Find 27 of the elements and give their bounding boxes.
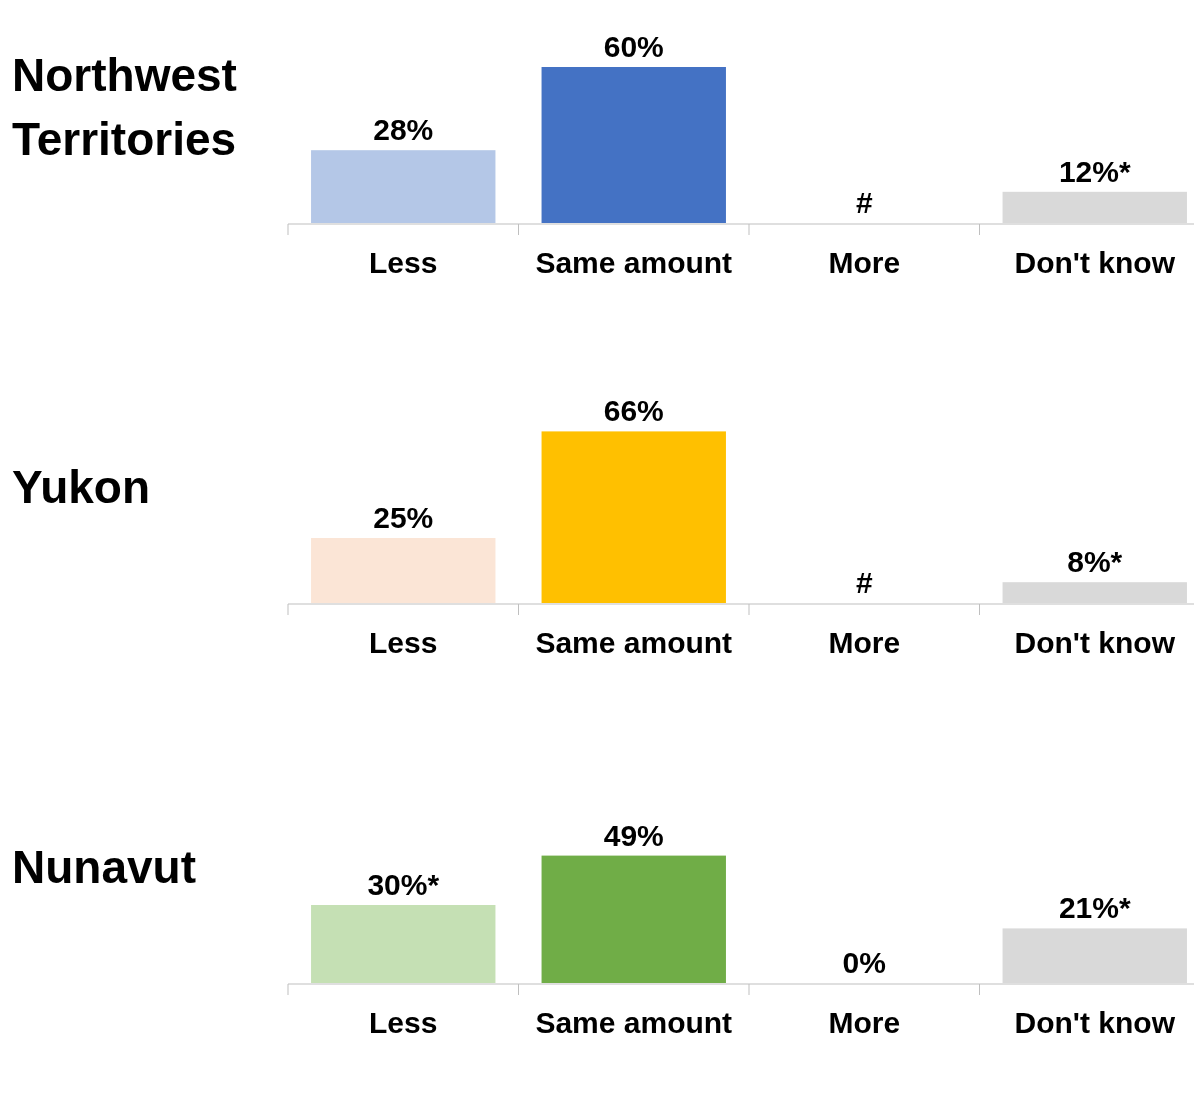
x-tick-label: More — [828, 1006, 901, 1039]
data-label: 12%* — [1058, 154, 1131, 188]
data-label: 25% — [373, 501, 434, 534]
data-label: 49% — [603, 818, 664, 852]
text: # — [855, 186, 873, 219]
x-tick-label: Less — [369, 246, 438, 279]
data-label: 28% — [373, 113, 434, 147]
chart-title: Nunavut — [12, 841, 196, 893]
x-tick-label: Less — [369, 1006, 438, 1039]
x-tick-label: Same amount — [535, 1006, 733, 1039]
data-label: 21%* — [1058, 891, 1131, 925]
x-tick-label: Don't know — [1014, 626, 1176, 659]
text: # — [855, 566, 873, 599]
x-tick-label: Don't know — [1014, 246, 1176, 279]
x-tick-label: Don't know — [1014, 1006, 1176, 1039]
x-tick-label: More — [828, 626, 901, 659]
data-label: 8%* — [1067, 545, 1123, 579]
x-tick-label: Same amount — [535, 246, 733, 279]
data-label: 60% — [603, 30, 664, 63]
data-label: 0% — [842, 946, 886, 979]
data-label: 66% — [603, 394, 664, 428]
x-tick-label: Same amount — [535, 626, 733, 659]
chart-title: Northwest Territories — [12, 49, 237, 165]
x-tick-label: More — [828, 246, 901, 279]
text: Yukon — [12, 461, 151, 513]
x-tick-label: Less — [369, 626, 438, 659]
data-label: 30%* — [367, 868, 440, 901]
